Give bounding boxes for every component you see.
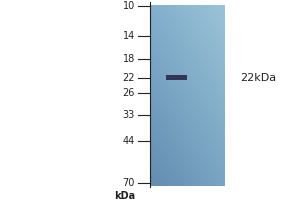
Text: 22: 22 xyxy=(122,73,135,83)
Text: 10: 10 xyxy=(123,1,135,11)
Text: kDa: kDa xyxy=(114,191,135,200)
Text: 18: 18 xyxy=(123,54,135,64)
Text: 14: 14 xyxy=(123,31,135,41)
Text: 33: 33 xyxy=(123,110,135,120)
Text: 70: 70 xyxy=(123,178,135,188)
Text: 44: 44 xyxy=(123,136,135,146)
Text: 26: 26 xyxy=(123,88,135,98)
Bar xyxy=(166,75,187,80)
Text: 22kDa: 22kDa xyxy=(240,73,276,83)
